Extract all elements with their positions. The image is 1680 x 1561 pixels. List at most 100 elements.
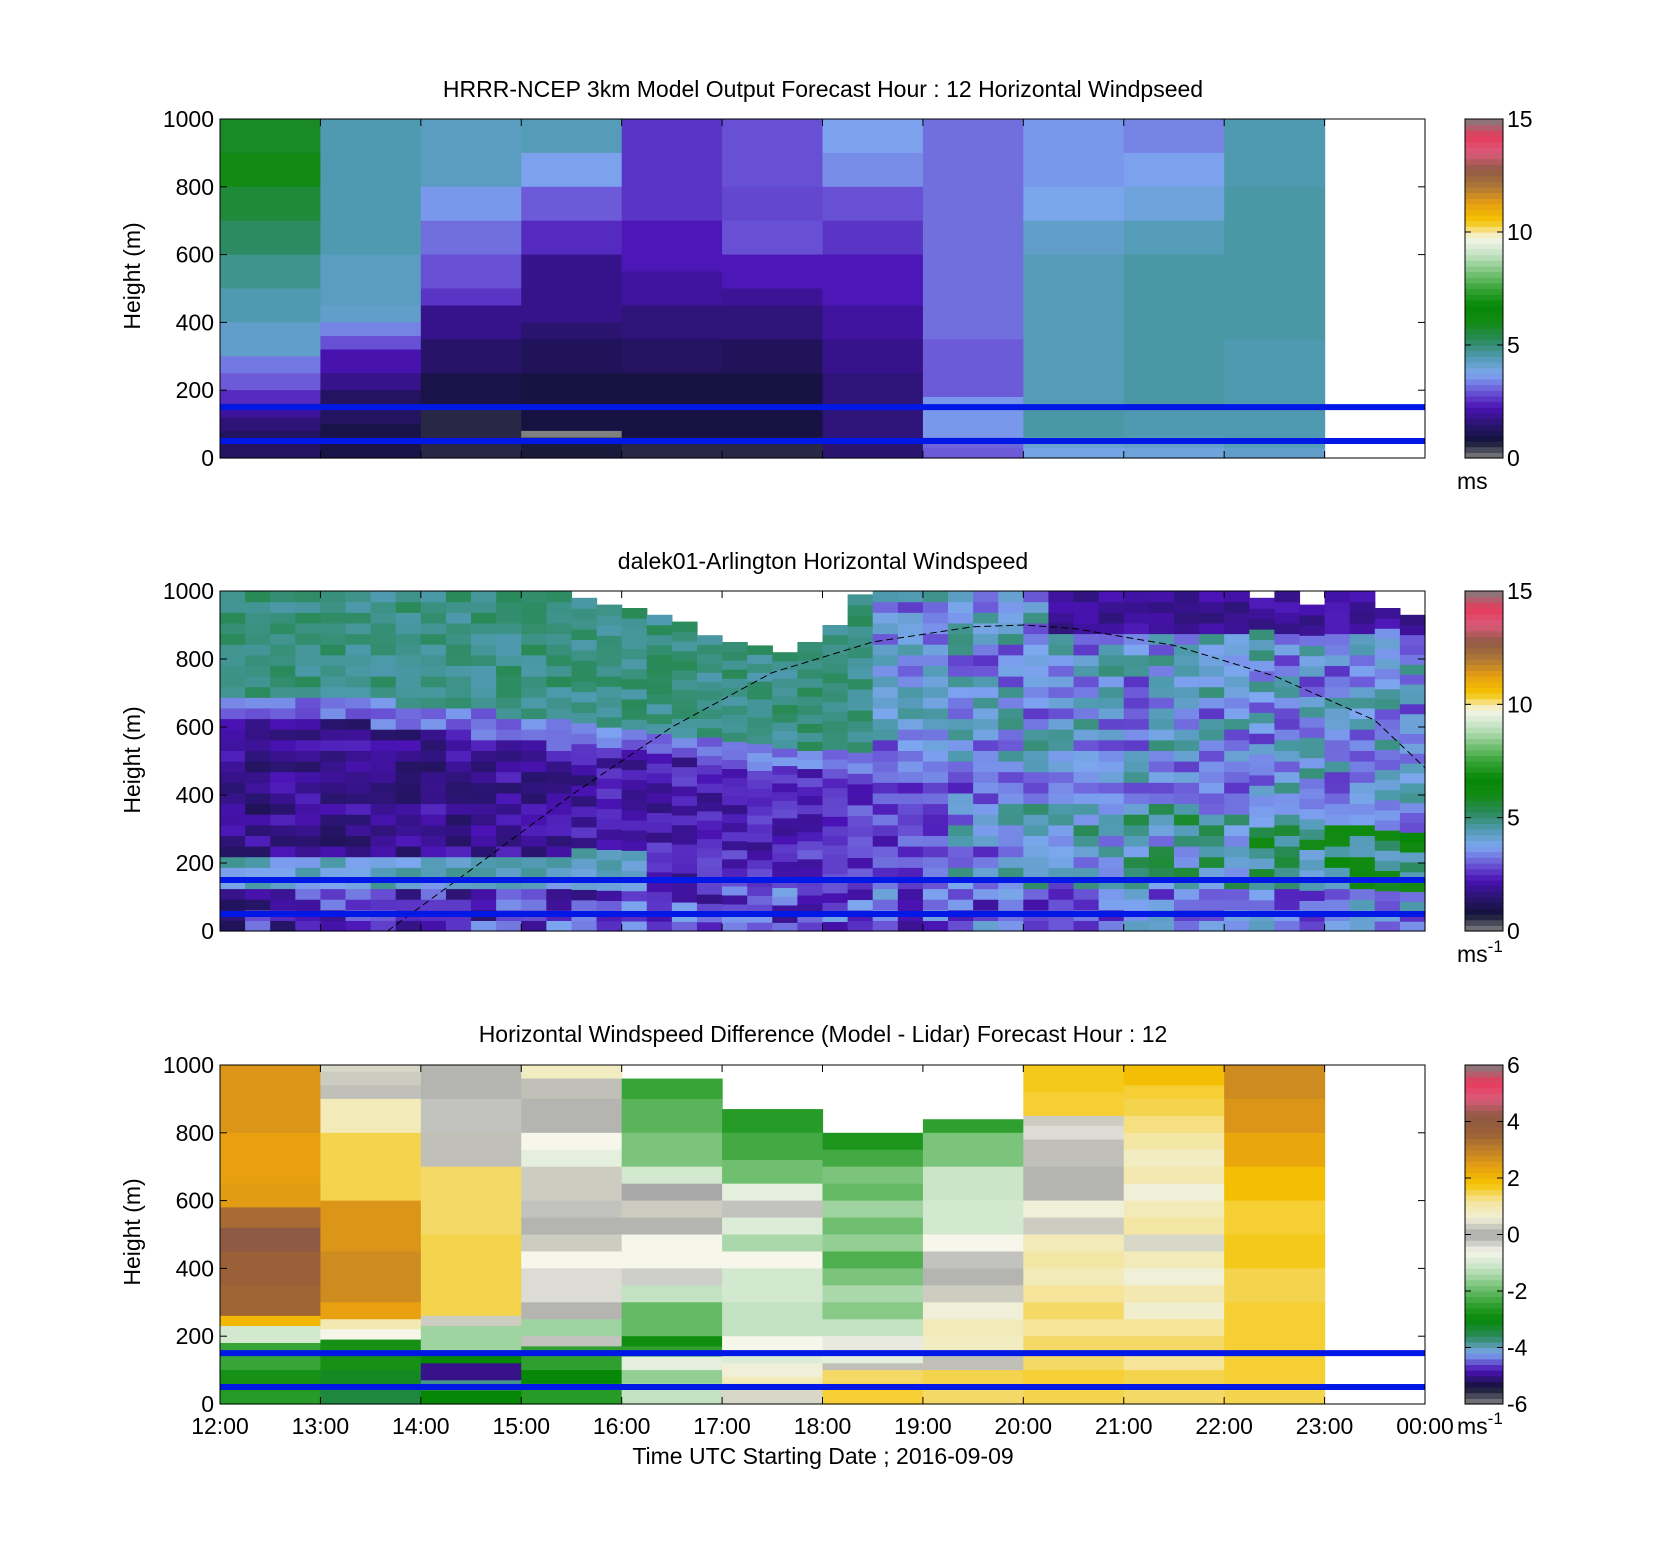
heatmap-cell	[922, 846, 949, 858]
colorbar-segment	[1465, 1166, 1503, 1173]
heatmap-cell	[496, 792, 522, 805]
colorbar-segment	[1465, 141, 1503, 148]
heatmap-cell	[872, 771, 899, 783]
heatmap-cell	[220, 356, 322, 374]
heatmap-cell	[696, 746, 723, 756]
colorbar-segment	[1465, 1138, 1503, 1145]
heatmap-cell	[1399, 703, 1426, 715]
panel-lidar-reference-lines	[220, 877, 1425, 917]
heatmap-cell	[1274, 824, 1301, 836]
heatmap-cell	[571, 878, 598, 890]
heatmap-cell	[1123, 1098, 1225, 1117]
heatmap-cell	[1349, 782, 1376, 794]
heatmap-cell	[922, 601, 949, 613]
heatmap-cell	[1173, 824, 1200, 836]
heatmap-cell	[1224, 676, 1250, 688]
heatmap-cell	[797, 642, 824, 652]
heatmap-cell	[420, 186, 522, 222]
heatmap-cell	[797, 804, 824, 815]
heatmap-cell	[1023, 1115, 1125, 1127]
heatmap-cell	[521, 729, 547, 741]
heatmap-cell	[1073, 729, 1100, 741]
heatmap-cell	[220, 814, 246, 826]
colorbar-segment	[1465, 124, 1503, 131]
colorbar-segment	[1465, 857, 1503, 864]
heatmap-cell	[496, 622, 522, 635]
heatmap-cell	[872, 835, 899, 847]
heatmap-cell	[420, 1363, 522, 1381]
heatmap-cell	[496, 867, 522, 879]
heatmap-cell	[596, 635, 623, 646]
heatmap-cell	[546, 835, 573, 847]
heatmap-cell	[646, 772, 673, 784]
heatmap-cell	[270, 771, 296, 783]
heatmap-cell	[1199, 665, 1225, 677]
heatmap-cell	[270, 750, 296, 762]
heatmap-cell	[1073, 824, 1100, 836]
heatmap-cell	[471, 792, 497, 805]
heatmap-cell	[998, 877, 1024, 890]
heatmap-cell	[973, 591, 999, 603]
heatmap-cell	[948, 835, 974, 847]
heatmap-cell	[320, 1065, 422, 1073]
heatmap-cell	[320, 846, 347, 858]
heatmap-cell	[621, 860, 648, 872]
heatmap-cell	[1148, 612, 1175, 624]
heatmap-cell	[420, 119, 522, 188]
heatmap-cell	[220, 1065, 322, 1134]
heatmap-cell	[722, 678, 748, 688]
heatmap-cell	[1098, 920, 1125, 932]
heatmap-cell	[722, 1183, 824, 1202]
heatmap-cell	[747, 850, 773, 861]
heatmap-cell	[998, 835, 1024, 847]
heatmap-cell	[220, 288, 322, 323]
colorbar-segment	[1465, 169, 1503, 177]
heatmap-cell	[1048, 824, 1075, 836]
heatmap-cell	[571, 597, 598, 609]
heatmap-cell	[295, 739, 322, 751]
colorbar-segment	[1465, 401, 1503, 408]
colorbar-segment	[1465, 288, 1503, 295]
heatmap-cell	[1224, 654, 1250, 666]
heatmap-cell	[1324, 644, 1351, 656]
heatmap-cell	[973, 686, 999, 698]
heatmap-cell	[445, 792, 472, 805]
heatmap-cell	[998, 771, 1024, 783]
heatmap-cell	[922, 856, 949, 868]
heatmap-cell	[948, 824, 974, 836]
heatmap-cell	[220, 846, 246, 858]
heatmap-cell	[797, 651, 824, 661]
heatmap-cell	[747, 743, 773, 754]
heatmap-cell	[1023, 835, 1050, 847]
colorbar-segment	[1465, 727, 1503, 734]
heatmap-cell	[1023, 644, 1050, 656]
heatmap-cell	[1324, 601, 1351, 613]
heatmap-cell	[1324, 792, 1351, 805]
heatmap-cell	[772, 730, 798, 740]
heatmap-cell	[646, 921, 673, 932]
heatmap-cell	[220, 430, 322, 459]
heatmap-cell	[295, 654, 322, 666]
heatmap-cell	[822, 625, 849, 636]
heatmap-cell	[1073, 686, 1100, 698]
heatmap-cell	[1123, 1285, 1225, 1303]
heatmap-cell	[797, 741, 824, 751]
heatmap-cell	[1123, 888, 1150, 900]
heatmap-cell	[822, 1200, 924, 1219]
heatmap-cell	[621, 1183, 723, 1202]
heatmap-cell	[1249, 889, 1275, 901]
heatmap-cell	[345, 771, 372, 783]
heatmap-cell	[1399, 871, 1426, 883]
heatmap-cell	[295, 803, 322, 815]
heatmap-cell	[1173, 920, 1200, 932]
heatmap-cell	[847, 783, 874, 795]
heatmap-cell	[847, 888, 874, 901]
heatmap-cell	[220, 1227, 322, 1253]
colorbar-segment	[1465, 1093, 1503, 1100]
heatmap-cell	[621, 271, 723, 307]
heatmap-cell	[621, 119, 723, 222]
heatmap-cell	[521, 373, 623, 432]
heatmap-cell	[722, 305, 824, 340]
heatmap-cell	[1148, 867, 1175, 879]
heatmap-cell	[345, 601, 372, 613]
